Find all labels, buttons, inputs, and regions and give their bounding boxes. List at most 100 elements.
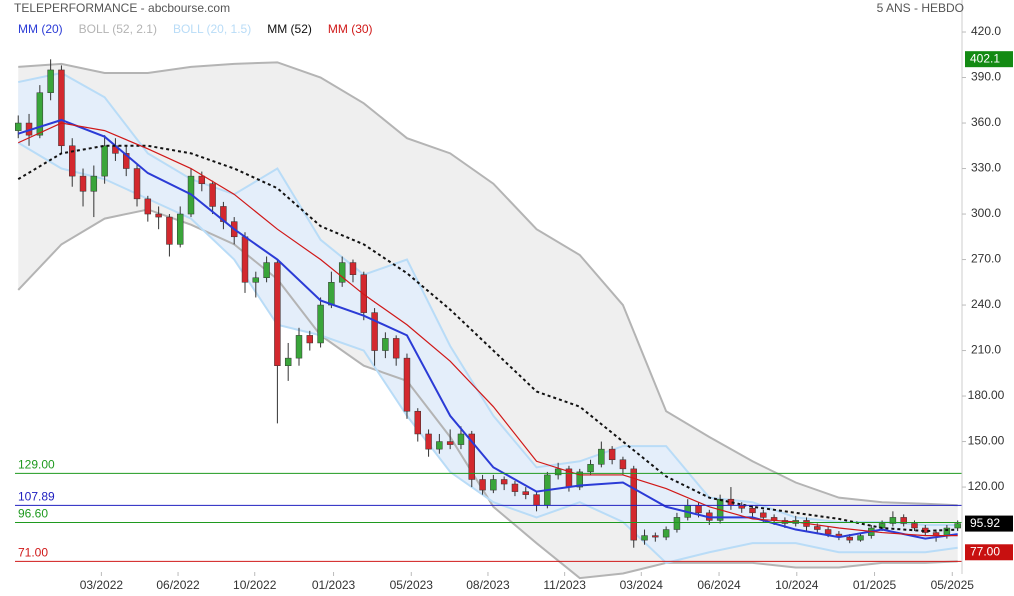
candle-body: [630, 468, 637, 541]
legend: MM (20) BOLL (52, 2.1) BOLL (20, 1.5) MM (5…: [18, 22, 373, 36]
candle-body: [58, 69, 65, 147]
candle-body: [824, 529, 832, 535]
candle-body: [101, 145, 108, 177]
legend-entry: BOLL (52, 2.1): [79, 22, 157, 36]
candle-body: [47, 69, 54, 93]
candle-body: [900, 517, 907, 524]
chart-title: TELEPERFORMANCE - abcbourse.com: [14, 1, 230, 15]
y-tick-label: 300.0: [971, 206, 1001, 220]
candle-body: [641, 535, 648, 541]
moving-average: [17, 144, 958, 533]
candle-body: [274, 262, 281, 366]
candle-body: [123, 153, 130, 169]
legend-entry: BOLL (20, 1.5): [173, 22, 251, 36]
candle-body: [554, 468, 562, 476]
candle-body: [155, 213, 162, 218]
candle-body: [608, 448, 616, 461]
candle-body: [576, 471, 583, 488]
candle-body: [511, 483, 519, 492]
candle-body: [15, 122, 22, 131]
candle-body: [36, 92, 44, 136]
candle-body: [295, 335, 303, 359]
legend-entry: MM (30): [328, 22, 373, 36]
x-tick-label: 10/2022: [233, 578, 277, 592]
candle-body: [587, 464, 594, 473]
y-tick-label: 360.0: [971, 115, 1001, 129]
x-tick-label: 08/2023: [466, 578, 510, 592]
y-tick-label: 210.0: [971, 343, 1001, 357]
y-tick-label: 150.00: [968, 434, 1005, 448]
candle-body: [382, 338, 389, 351]
candle-body: [533, 494, 540, 506]
candle-body: [446, 441, 454, 445]
candle-body: [479, 479, 486, 491]
candle-body: [490, 479, 497, 491]
candle-body: [500, 479, 508, 485]
level-label: 129.00: [18, 458, 55, 472]
band-line: [18, 71, 958, 526]
candle-body: [662, 529, 670, 538]
price-tag: [965, 515, 1013, 532]
candle-body: [846, 536, 853, 541]
price-tag: [965, 544, 1013, 561]
price-tag: [965, 51, 1013, 68]
candle-body: [414, 410, 421, 435]
candle-body: [176, 213, 184, 245]
x-tick-label: 06/2024: [697, 578, 741, 592]
candle-body: [338, 262, 346, 283]
candle-body: [857, 535, 864, 541]
price-tag-label: 77.00: [970, 544, 1000, 558]
y-tick-label: 420.0: [971, 24, 1001, 38]
candle-body: [133, 168, 141, 200]
y-tick-label: 330.0: [971, 161, 1001, 175]
candle-body: [814, 526, 821, 530]
price-tag-label: 402.1: [970, 51, 1000, 65]
candle-body: [306, 335, 314, 344]
band-line: [18, 61, 958, 507]
x-tick-label: 03/2022: [80, 578, 124, 592]
candle-body: [371, 312, 378, 351]
moving-average: [17, 122, 958, 537]
candle-body: [954, 523, 961, 529]
level-label: 71.00: [18, 546, 48, 560]
x-tick-label: 01/2025: [853, 578, 897, 592]
moving-average: [17, 118, 958, 540]
candle-body: [673, 517, 681, 530]
candle-body: [209, 183, 216, 207]
level-label: 96.60: [18, 507, 48, 521]
candle-body: [144, 198, 152, 215]
candle-body: [241, 236, 249, 283]
y-tick-label: 180.00: [968, 388, 1005, 402]
candle-body: [457, 433, 465, 445]
candle-body: [392, 338, 400, 359]
candle-body: [252, 277, 260, 283]
x-tick-label: 01/2023: [312, 578, 356, 592]
y-tick-label: 390.0: [971, 70, 1001, 84]
candle-body: [889, 517, 897, 524]
candle-body: [403, 357, 411, 412]
x-tick-label: 11/2023: [543, 578, 586, 592]
candle-body: [468, 433, 475, 480]
axis-panel: [962, 0, 1014, 596]
x-tick-label: 05/2023: [390, 578, 434, 592]
x-tick-label: 03/2024: [620, 578, 664, 592]
price-tag-label: 95.92: [970, 516, 1000, 530]
candle-body: [749, 508, 756, 514]
candle-body: [619, 459, 627, 470]
x-tick-label: 06/2022: [156, 578, 200, 592]
candle-body: [598, 448, 605, 465]
y-tick-label: 120.00: [968, 479, 1005, 493]
plot-area: 129.00 107.89 96.60 71.00: [15, 59, 962, 580]
candle-body: [760, 512, 767, 518]
candle-body: [911, 523, 918, 529]
candle-body: [317, 304, 324, 344]
x-tick-label: 10/2024: [775, 578, 819, 592]
candle-body: [166, 216, 173, 245]
band-fill: [18, 72, 958, 563]
candle-body: [522, 491, 529, 495]
axes: 420.0 390.0 360.0 330.0 300.0 270.0 240.0 210.0…: [80, 24, 1013, 592]
x-tick-label: 05/2025: [931, 578, 975, 592]
candle-body: [198, 175, 206, 184]
candle-body: [263, 262, 270, 278]
